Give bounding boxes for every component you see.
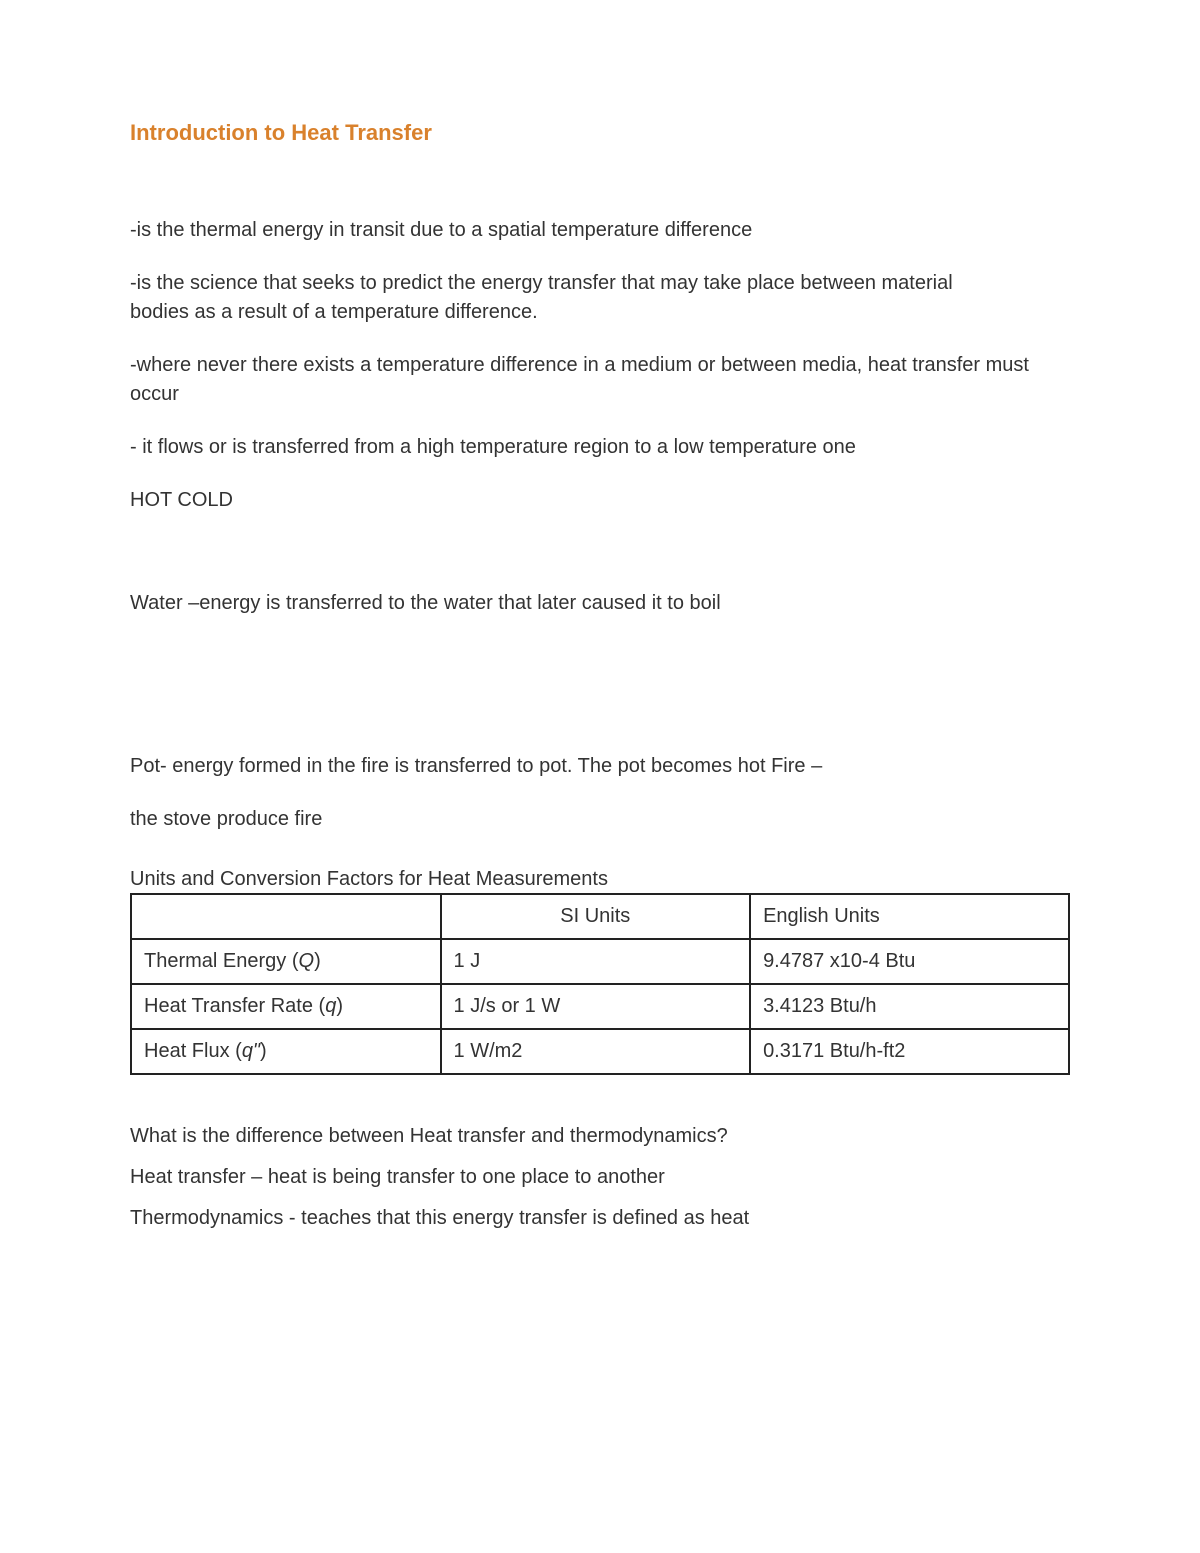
table-cell-en: 0.3171 Btu/h-ft2 <box>750 1029 1069 1074</box>
label-post: ) <box>336 995 343 1017</box>
label-pre: Heat Transfer Rate ( <box>144 995 325 1017</box>
paragraph-3: -where never there exists a temperature … <box>130 351 1070 409</box>
label-post: ) <box>314 950 321 972</box>
paragraph-2: -is the science that seeks to predict th… <box>130 269 1070 327</box>
spacer <box>130 642 1070 752</box>
label-pre: Thermal Energy ( <box>144 950 299 972</box>
label-symbol: q" <box>242 1040 260 1062</box>
table-cell-label: Thermal Energy (Q) <box>131 939 441 984</box>
table-cell-si: 1 W/m2 <box>441 1029 751 1074</box>
table-row: Heat Flux (q") 1 W/m2 0.3171 Btu/h-ft2 <box>131 1029 1069 1074</box>
document-page: Introduction to Heat Transfer -is the th… <box>0 0 1200 1553</box>
answer-2: Thermodynamics - teaches that this energ… <box>130 1207 1070 1230</box>
units-table: SI Units English Units Thermal Energy (Q… <box>130 893 1070 1075</box>
spacer <box>130 539 1070 589</box>
answer-1: Heat transfer – heat is being transfer t… <box>130 1166 1070 1189</box>
table-caption: Units and Conversion Factors for Heat Me… <box>130 868 1070 891</box>
label-pre: Heat Flux ( <box>144 1040 242 1062</box>
table-cell-si: 1 J <box>441 939 751 984</box>
table-header-english: English Units <box>750 894 1069 939</box>
label-post: ) <box>260 1040 267 1062</box>
paragraph-4: - it flows or is transferred from a high… <box>130 433 1070 462</box>
table-cell-en: 3.4123 Btu/h <box>750 984 1069 1029</box>
table-header-si: SI Units <box>441 894 751 939</box>
table-header-row: SI Units English Units <box>131 894 1069 939</box>
table-row: Heat Transfer Rate (q) 1 J/s or 1 W 3.41… <box>131 984 1069 1029</box>
paragraph-1: -is the thermal energy in transit due to… <box>130 216 1070 245</box>
label-symbol: q <box>325 995 336 1017</box>
table-row: Thermal Energy (Q) 1 J 9.4787 x10-4 Btu <box>131 939 1069 984</box>
table-header-empty <box>131 894 441 939</box>
table-cell-label: Heat Transfer Rate (q) <box>131 984 441 1029</box>
label-symbol: Q <box>299 950 315 972</box>
paragraph-6: Water –energy is transferred to the wate… <box>130 589 1070 618</box>
spacer <box>130 858 1070 868</box>
paragraph-5: HOT COLD <box>130 486 1070 515</box>
table-cell-si: 1 J/s or 1 W <box>441 984 751 1029</box>
question: What is the difference between Heat tran… <box>130 1125 1070 1148</box>
qa-section: What is the difference between Heat tran… <box>130 1125 1070 1230</box>
paragraph-2b: bodies as a result of a temperature diff… <box>130 301 538 323</box>
table-cell-en: 9.4787 x10-4 Btu <box>750 939 1069 984</box>
page-title: Introduction to Heat Transfer <box>130 120 1070 146</box>
paragraph-8: the stove produce fire <box>130 805 1070 834</box>
paragraph-2a: -is the science that seeks to predict th… <box>130 272 953 294</box>
table-cell-label: Heat Flux (q") <box>131 1029 441 1074</box>
paragraph-7: Pot- energy formed in the fire is transf… <box>130 752 1070 781</box>
